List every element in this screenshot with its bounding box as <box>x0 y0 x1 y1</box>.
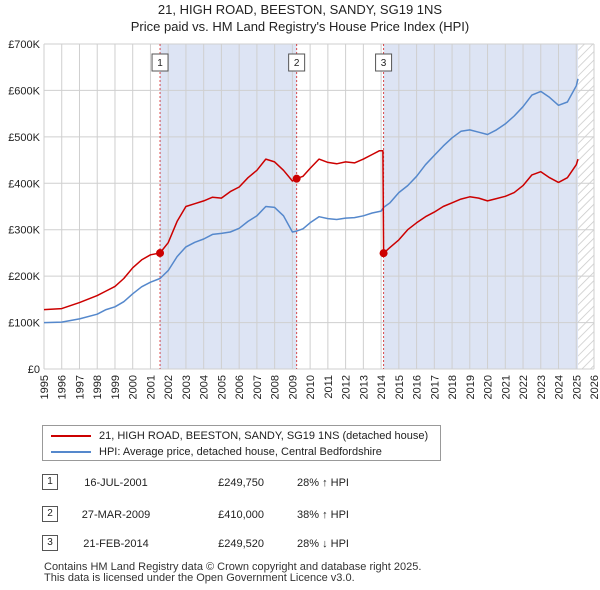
x-tick-label: 2014 <box>376 375 388 399</box>
x-tick-label: 2023 <box>536 375 548 399</box>
transaction-row: 2 27-MAR-2009 £410,000 38% ↑ HPI <box>0 505 600 525</box>
x-tick-label: 2016 <box>412 375 424 399</box>
forecast-hatch <box>578 44 594 369</box>
x-tick-label: 1996 <box>57 375 69 399</box>
x-tick-label: 2019 <box>465 375 477 399</box>
y-tick-label: £100K <box>8 318 40 330</box>
sale-point <box>379 249 388 258</box>
sale-marker-label: 2 <box>294 58 300 69</box>
sale-point <box>292 174 301 183</box>
y-tick-label: £0 <box>28 364 40 376</box>
x-tick-label: 2020 <box>483 375 495 399</box>
x-tick-label: 2025 <box>571 375 583 399</box>
legend-line-property <box>51 435 91 437</box>
legend: 21, HIGH ROAD, BEESTON, SANDY, SG19 1NS … <box>42 425 441 461</box>
legend-label-hpi: HPI: Average price, detached house, Cent… <box>99 446 382 458</box>
x-tick-label: 2000 <box>128 375 140 399</box>
transaction-date: 16-JUL-2001 <box>84 477 148 489</box>
ownership-shade <box>160 44 297 369</box>
x-tick-label: 2015 <box>394 375 406 399</box>
transaction-hpi-delta: 28% ↓ HPI <box>297 538 349 550</box>
x-tick-label: 2011 <box>323 375 335 399</box>
sale-point <box>156 249 165 258</box>
transaction-price: £249,750 <box>218 477 264 489</box>
legend-item-property: 21, HIGH ROAD, BEESTON, SANDY, SG19 1NS … <box>43 428 440 444</box>
x-tick-label: 2024 <box>554 375 566 399</box>
transaction-price: £410,000 <box>218 509 264 521</box>
transaction-hpi-delta: 38% ↑ HPI <box>297 509 349 521</box>
x-tick-label: 2001 <box>145 375 157 399</box>
transaction-date: 21-FEB-2014 <box>83 538 149 550</box>
y-tick-label: £200K <box>8 271 40 283</box>
y-tick-label: £700K <box>8 39 40 51</box>
x-tick-label: 2004 <box>199 375 211 399</box>
transaction-hpi-delta: 28% ↑ HPI <box>297 477 349 489</box>
x-tick-label: 2002 <box>163 375 175 399</box>
transaction-row: 3 21-FEB-2014 £249,520 28% ↓ HPI <box>0 534 600 554</box>
legend-label-property: 21, HIGH ROAD, BEESTON, SANDY, SG19 1NS … <box>99 430 429 442</box>
sale-marker-label: 3 <box>381 58 387 69</box>
x-tick-label: 2008 <box>270 375 282 399</box>
sale-marker-box <box>288 53 306 72</box>
sale-marker-box <box>151 53 169 72</box>
x-tick-label: 2026 <box>589 375 600 399</box>
sale-marker-label: 1 <box>157 58 163 69</box>
x-tick-label: 1995 <box>39 375 51 399</box>
hpi-series-line <box>43 78 579 324</box>
footer-copyright: Contains HM Land Registry data © Crown c… <box>44 561 422 573</box>
x-tick-label: 2017 <box>429 375 441 399</box>
x-tick-label: 2012 <box>341 375 353 399</box>
x-tick-label: 2003 <box>181 375 193 399</box>
legend-item-hpi: HPI: Average price, detached house, Cent… <box>43 444 440 460</box>
x-tick-label: 2006 <box>234 375 246 399</box>
legend-line-hpi <box>51 451 91 453</box>
x-tick-label: 2018 <box>447 375 459 399</box>
transaction-number: 1 <box>42 474 58 490</box>
footer-licence: This data is licensed under the Open Gov… <box>44 572 355 584</box>
x-tick-label: 2021 <box>500 375 512 399</box>
transaction-number: 3 <box>42 535 58 551</box>
x-tick-label: 2007 <box>252 375 264 399</box>
ownership-shade <box>383 44 579 369</box>
price-chart: £0 £100K £200K £300K £400K £500K £600K £700K 199… <box>8 39 600 399</box>
y-tick-label: £300K <box>8 225 40 237</box>
x-tick-label: 2013 <box>358 375 370 399</box>
y-tick-label: £400K <box>8 178 40 190</box>
x-tick-label: 2009 <box>287 375 299 399</box>
transaction-date: 27-MAR-2009 <box>81 509 151 521</box>
x-tick-label: 2005 <box>216 375 228 399</box>
transaction-price: £249,520 <box>218 538 264 550</box>
sale-marker-box <box>375 53 393 72</box>
y-tick-label: £600K <box>8 85 40 97</box>
x-tick-label: 1997 <box>74 375 86 399</box>
x-tick-label: 2010 <box>305 375 317 399</box>
transaction-number: 2 <box>42 506 58 522</box>
x-tick-label: 1998 <box>92 375 104 399</box>
chart-subtitle: Price paid vs. HM Land Registry's House … <box>130 19 470 34</box>
x-tick-label: 1999 <box>110 375 122 399</box>
chart-title: 21, HIGH ROAD, BEESTON, SANDY, SG19 1NS <box>157 2 443 17</box>
footer: Contains HM Land Registry data © Crown c… <box>44 562 421 584</box>
y-tick-label: £500K <box>8 132 40 144</box>
x-tick-label: 2022 <box>518 375 530 399</box>
transaction-row: 1 16-JUL-2001 £249,750 28% ↑ HPI <box>0 473 600 493</box>
